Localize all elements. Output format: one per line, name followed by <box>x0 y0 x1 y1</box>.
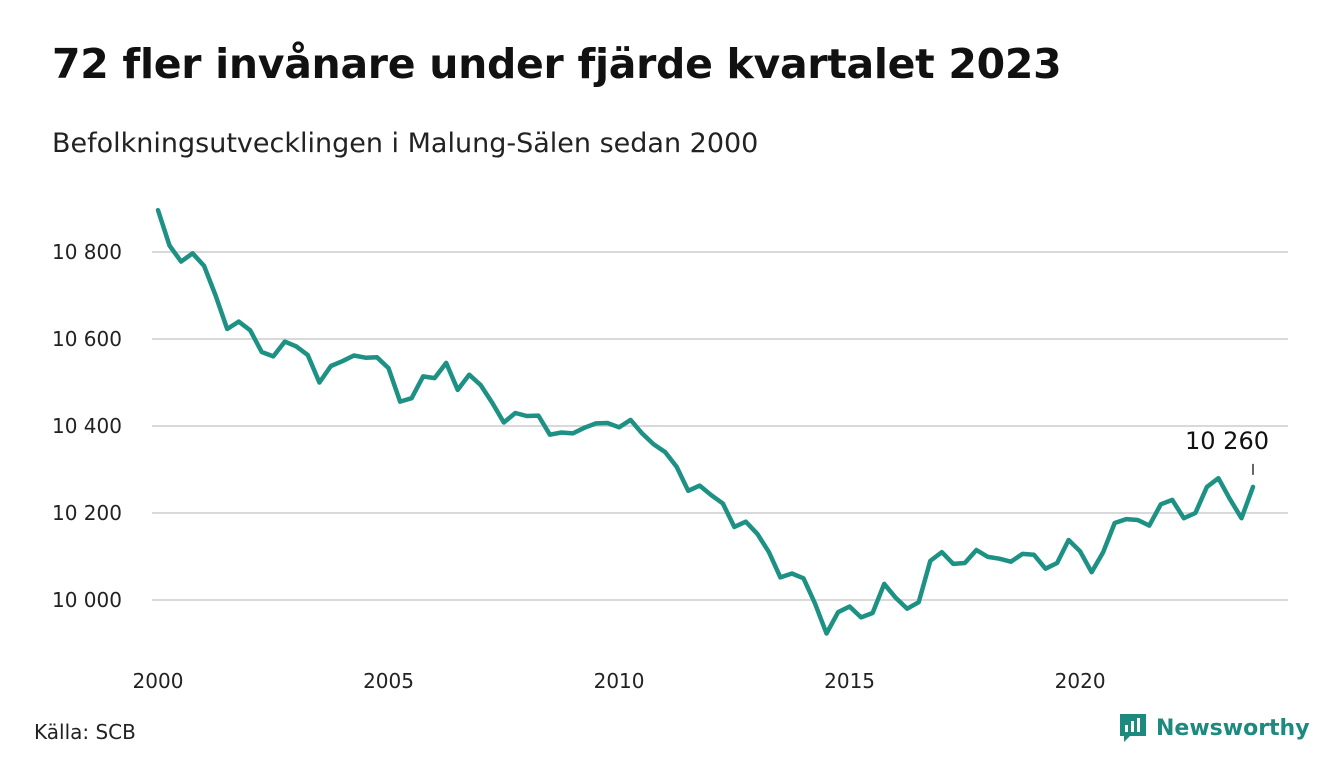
y-tick-label: 10 400 <box>52 414 122 438</box>
chart-subtitle: Befolkningsutvecklingen i Malung-Sälen s… <box>52 128 759 159</box>
series-line <box>155 207 1256 636</box>
x-tick-label: 2010 <box>594 669 645 693</box>
y-tick-label: 10 000 <box>52 588 122 612</box>
x-tick-label: 2000 <box>133 669 184 693</box>
y-tick-label: 10 200 <box>52 501 122 525</box>
newsworthy-logo-icon <box>1120 714 1146 742</box>
x-tick-label: 2020 <box>1055 669 1106 693</box>
x-tick-label: 2015 <box>824 669 875 693</box>
y-tick-label: 10 800 <box>52 240 122 264</box>
brand-name: Newsworthy <box>1156 715 1310 741</box>
y-tick-label: 10 600 <box>52 327 122 351</box>
x-tick-label: 2005 <box>363 669 414 693</box>
brand-logo: Newsworthy <box>1118 712 1310 744</box>
chart-title: 72 fler invånare under fjärde kvartalet … <box>52 40 1062 88</box>
annotation-label: 10 260 <box>1185 427 1269 455</box>
source-note: Källa: SCB <box>34 720 136 744</box>
